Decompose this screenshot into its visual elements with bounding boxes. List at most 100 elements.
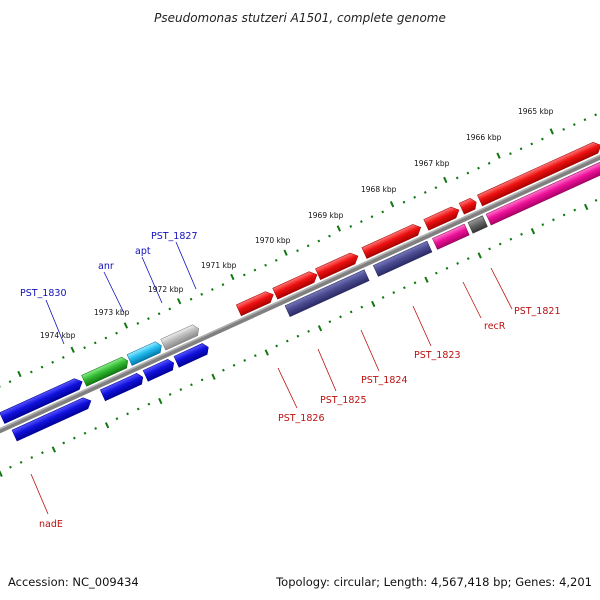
tick-label-1965: 1965 kbp xyxy=(518,107,554,116)
tick-minor xyxy=(392,291,396,294)
gene-PST_1830-forward[interactable] xyxy=(0,376,85,424)
tick-minor xyxy=(253,268,257,272)
gene-PST_1824-forward[interactable] xyxy=(315,251,360,281)
tick-major xyxy=(230,273,235,281)
gene-label-leaders xyxy=(30,241,513,515)
tick-minor xyxy=(62,441,66,445)
tick-minor xyxy=(520,232,523,236)
tick-minor xyxy=(370,215,374,219)
gene-labels: PST_1830 anr apt PST_1827 PST_1826 PST_1… xyxy=(20,231,561,530)
accession-text: Accession: NC_009434 xyxy=(8,575,139,589)
tick-major xyxy=(176,298,182,305)
tick-minor xyxy=(264,263,267,267)
gene-anr-track[interactable] xyxy=(99,372,145,402)
gene-label-nadE[interactable]: nadE xyxy=(39,519,63,530)
leader-nadE xyxy=(30,473,49,515)
tick-major xyxy=(496,152,501,159)
map-title: Pseudomonas stutzeri A1501, complete gen… xyxy=(154,11,446,25)
gene-label-PST_1823[interactable]: PST_1823 xyxy=(414,350,461,361)
genome-backbone xyxy=(0,85,600,505)
tick-minor xyxy=(306,244,310,248)
tick-minor xyxy=(328,320,332,324)
tick-label-1967: 1967 kbp xyxy=(414,159,450,168)
gene-PST_1823-forward[interactable] xyxy=(361,222,423,259)
gene-PST_1830-track[interactable] xyxy=(11,395,93,442)
gene-anr-forward[interactable] xyxy=(81,355,131,387)
leader-PST_1830 xyxy=(45,299,65,345)
tick-minor xyxy=(552,218,555,222)
gene-label-PST_1830[interactable]: PST_1830 xyxy=(20,288,67,299)
tick-minor xyxy=(477,166,480,170)
tick-ring-inner xyxy=(0,198,598,477)
tick-minor xyxy=(19,460,23,464)
gene-recR-forward[interactable] xyxy=(423,205,462,231)
gene-small-forward[interactable] xyxy=(458,197,479,215)
tick-minor xyxy=(136,322,140,325)
tick-minor xyxy=(126,412,129,416)
tick-minor xyxy=(594,113,597,117)
tick-minor xyxy=(189,297,193,301)
tick-minor xyxy=(434,271,438,275)
gene-PST_1821-forward[interactable] xyxy=(477,140,600,207)
gene-apt-forward[interactable] xyxy=(126,340,164,366)
tick-major xyxy=(264,349,269,356)
tick-label-1970: 1970 kbp xyxy=(255,236,291,245)
gene-label-recR[interactable]: recR xyxy=(484,321,506,332)
tick-minor xyxy=(498,242,502,246)
forward-strand-genes xyxy=(0,140,600,424)
tick-minor xyxy=(423,191,427,194)
tick-major xyxy=(371,300,376,308)
tick-minor xyxy=(509,152,512,156)
gene-label-PST_1821[interactable]: PST_1821 xyxy=(514,306,561,317)
gene-label-PST_1827[interactable]: PST_1827 xyxy=(151,231,198,242)
tick-minor xyxy=(115,417,119,421)
gene-PST_1821-track[interactable] xyxy=(485,157,600,226)
gene-label-anr[interactable]: anr xyxy=(98,261,114,272)
tick-minor xyxy=(413,195,417,199)
tick-minor xyxy=(509,237,513,241)
tick-minor xyxy=(455,176,459,180)
gene-gap-track[interactable] xyxy=(467,215,488,234)
gene-PST_1827-track[interactable] xyxy=(173,342,211,368)
tick-major xyxy=(104,422,110,429)
tick-minor xyxy=(456,262,459,265)
gene-PST_1827-forward[interactable] xyxy=(160,323,201,351)
tick-label-1969: 1969 kbp xyxy=(308,211,344,220)
tick-minor xyxy=(360,305,364,309)
gene-label-PST_1825[interactable]: PST_1825 xyxy=(320,395,367,406)
genome-summary-text: Topology: circular; Length: 4,567,418 bp… xyxy=(275,575,592,589)
leader-PST_1827 xyxy=(175,241,197,290)
tick-minor xyxy=(307,329,310,333)
leader-PST_1821 xyxy=(490,267,513,310)
tick-minor xyxy=(530,142,534,146)
gene-apt-track[interactable] xyxy=(142,358,176,382)
gene-recR-track[interactable] xyxy=(432,223,470,250)
gene-PST_1823-track[interactable] xyxy=(372,240,433,277)
tick-minor xyxy=(41,451,44,455)
tick-minor xyxy=(296,249,299,253)
tick-major xyxy=(389,201,395,208)
gene-PST_1825-forward[interactable] xyxy=(272,269,320,300)
tick-minor xyxy=(51,360,55,364)
gene-label-apt[interactable]: apt xyxy=(135,246,151,257)
tick-minor xyxy=(253,354,257,358)
tick-minor xyxy=(381,210,385,214)
tick-major xyxy=(584,203,589,211)
tick-minor xyxy=(0,385,1,388)
tick-minor xyxy=(83,346,86,350)
genome-backbone-highlight xyxy=(0,85,600,502)
tick-minor xyxy=(104,336,108,340)
tick-minor xyxy=(360,220,363,223)
tick-major xyxy=(211,373,216,380)
gene-label-PST_1826[interactable]: PST_1826 xyxy=(278,413,325,424)
tick-minor xyxy=(296,334,300,338)
tick-minor xyxy=(221,283,225,287)
tick-minor xyxy=(147,317,150,321)
tick-minor xyxy=(179,388,183,392)
tick-minor xyxy=(434,186,438,190)
tick-minor xyxy=(147,402,151,406)
gene-label-PST_1824[interactable]: PST_1824 xyxy=(361,375,408,386)
tick-major xyxy=(283,249,288,256)
gene-PST_1826-forward[interactable] xyxy=(235,289,276,317)
gene-PST_1825-track[interactable] xyxy=(284,269,370,317)
